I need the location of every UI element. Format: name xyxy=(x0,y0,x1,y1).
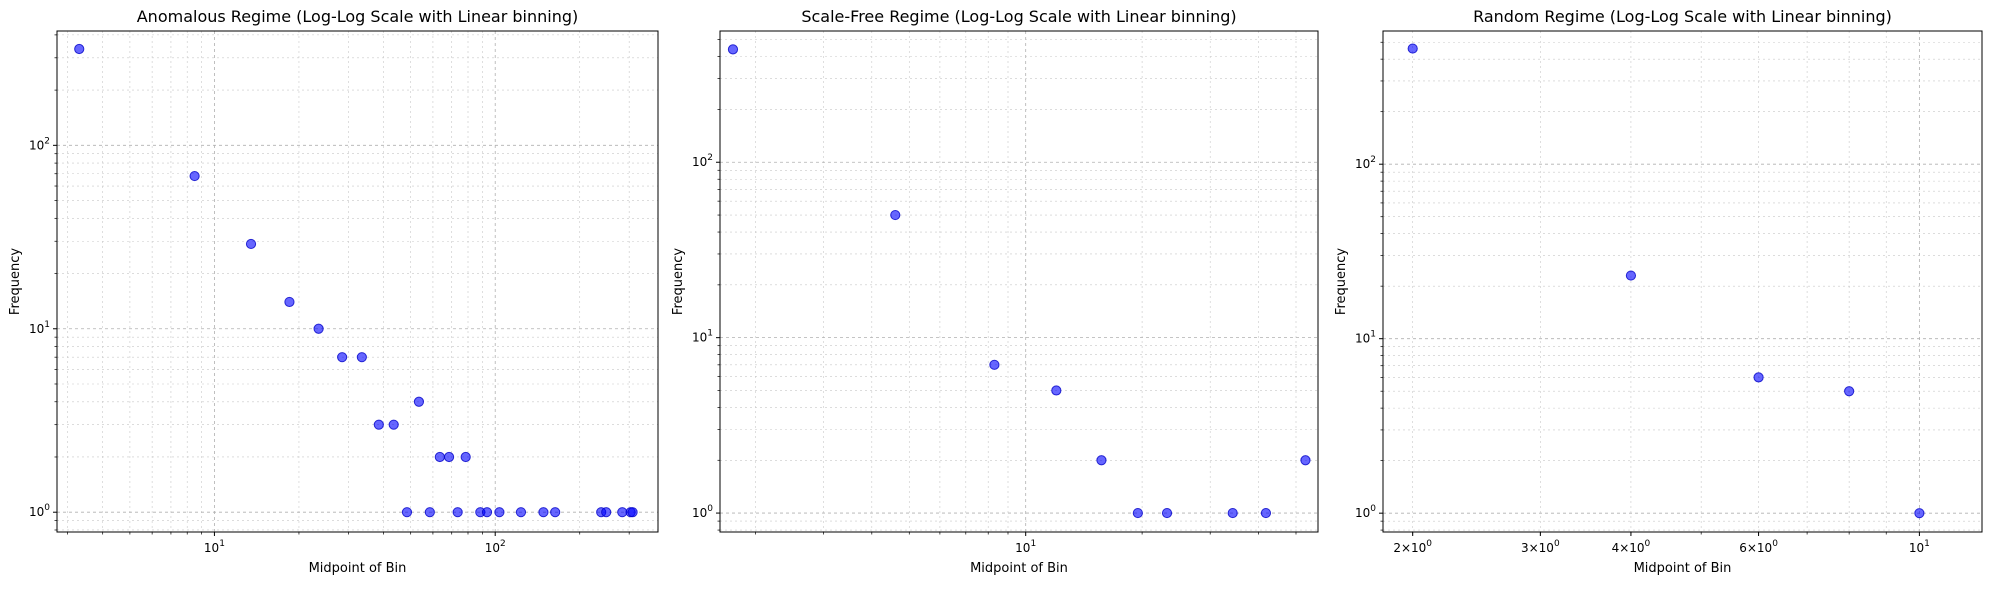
plot-frame xyxy=(719,30,1319,533)
data-point xyxy=(1132,507,1143,519)
data-point xyxy=(245,238,257,250)
data-point xyxy=(1096,455,1107,466)
data-point xyxy=(1625,270,1637,281)
grid xyxy=(720,31,1318,532)
data-point xyxy=(373,419,384,430)
y-tick-label: 102 xyxy=(692,153,713,169)
data-point xyxy=(538,507,549,518)
data-point xyxy=(727,44,739,55)
y-tick-label: 100 xyxy=(692,504,713,520)
x-axis-label: Midpoint of Bin xyxy=(970,561,1068,576)
x-tick-label: 101 xyxy=(204,539,225,555)
data-point xyxy=(313,323,324,334)
data-point xyxy=(401,507,413,518)
y-axis-label: Frequency xyxy=(1334,248,1349,315)
data-point xyxy=(1051,385,1062,396)
data-point xyxy=(452,507,463,518)
data-point xyxy=(1300,455,1311,466)
y-axis-label: Frequency xyxy=(8,248,23,315)
grid xyxy=(1383,31,1982,532)
chart-title: Random Regime (Log-Log Scale with Linear… xyxy=(1473,7,1892,26)
data-points xyxy=(1407,43,1925,519)
data-point xyxy=(1260,507,1272,519)
x-tick-label: 6×100 xyxy=(1739,539,1778,555)
data-point xyxy=(443,451,455,463)
data-point xyxy=(413,396,425,407)
data-points xyxy=(727,44,1311,519)
x-tick-label: 101 xyxy=(1015,539,1036,555)
data-point xyxy=(284,296,295,308)
x-tick-label: 2×100 xyxy=(1393,539,1432,555)
data-point xyxy=(1227,507,1238,519)
y-tick-label: 102 xyxy=(29,136,50,152)
x-tick-label: 4×100 xyxy=(1612,539,1651,555)
chart-title: Scale-Free Regime (Log-Log Scale with Li… xyxy=(801,7,1236,26)
grid xyxy=(57,31,658,532)
data-point xyxy=(356,352,367,363)
data-point xyxy=(1753,372,1764,383)
x-tick-label: 101 xyxy=(1909,539,1930,555)
data-point xyxy=(550,507,561,518)
y-tick-label: 102 xyxy=(1355,155,1376,171)
x-tick-label: 3×100 xyxy=(1521,539,1560,555)
data-point xyxy=(460,451,471,463)
y-tick-label: 100 xyxy=(1355,504,1376,520)
x-axis-label: Midpoint of Bin xyxy=(1634,561,1732,576)
data-point xyxy=(189,170,200,182)
data-point xyxy=(388,419,399,430)
data-point xyxy=(890,209,901,221)
chart-panel-random: 2×100 3×100 4×100 6×100 101 100 101 102 Random R… xyxy=(1334,7,1983,576)
data-points xyxy=(74,43,638,518)
data-point xyxy=(434,451,445,463)
y-tick-label: 101 xyxy=(1355,330,1376,346)
chart-panel-anomalous: 101 102 100 101 102 Anomalous Regime (Log-Log… xyxy=(8,7,659,576)
data-point xyxy=(1914,508,1925,519)
x-tick-label: 102 xyxy=(485,539,506,555)
y-axis-label: Frequency xyxy=(671,248,686,315)
data-point xyxy=(515,507,527,518)
data-point xyxy=(989,359,1000,370)
data-point xyxy=(494,507,505,518)
plot-frame xyxy=(1382,30,1983,533)
plot-frame xyxy=(56,30,659,533)
data-point xyxy=(1844,386,1855,397)
data-point xyxy=(601,507,612,518)
x-axis-label: Midpoint of Bin xyxy=(309,561,407,576)
data-point xyxy=(1407,43,1418,54)
y-tick-label: 101 xyxy=(29,320,50,336)
data-point xyxy=(627,507,638,518)
data-point xyxy=(74,43,85,55)
data-point xyxy=(1161,507,1173,519)
chart-panel-scale-free: 101 100 101 102 Scale-Free Regime (Log-Log S… xyxy=(671,7,1319,576)
y-tick-label: 100 xyxy=(29,503,50,519)
data-point xyxy=(481,507,493,518)
y-tick-label: 101 xyxy=(692,329,713,345)
data-point xyxy=(337,352,348,363)
data-point xyxy=(424,507,435,518)
chart-title: Anomalous Regime (Log-Log Scale with Lin… xyxy=(137,7,579,26)
